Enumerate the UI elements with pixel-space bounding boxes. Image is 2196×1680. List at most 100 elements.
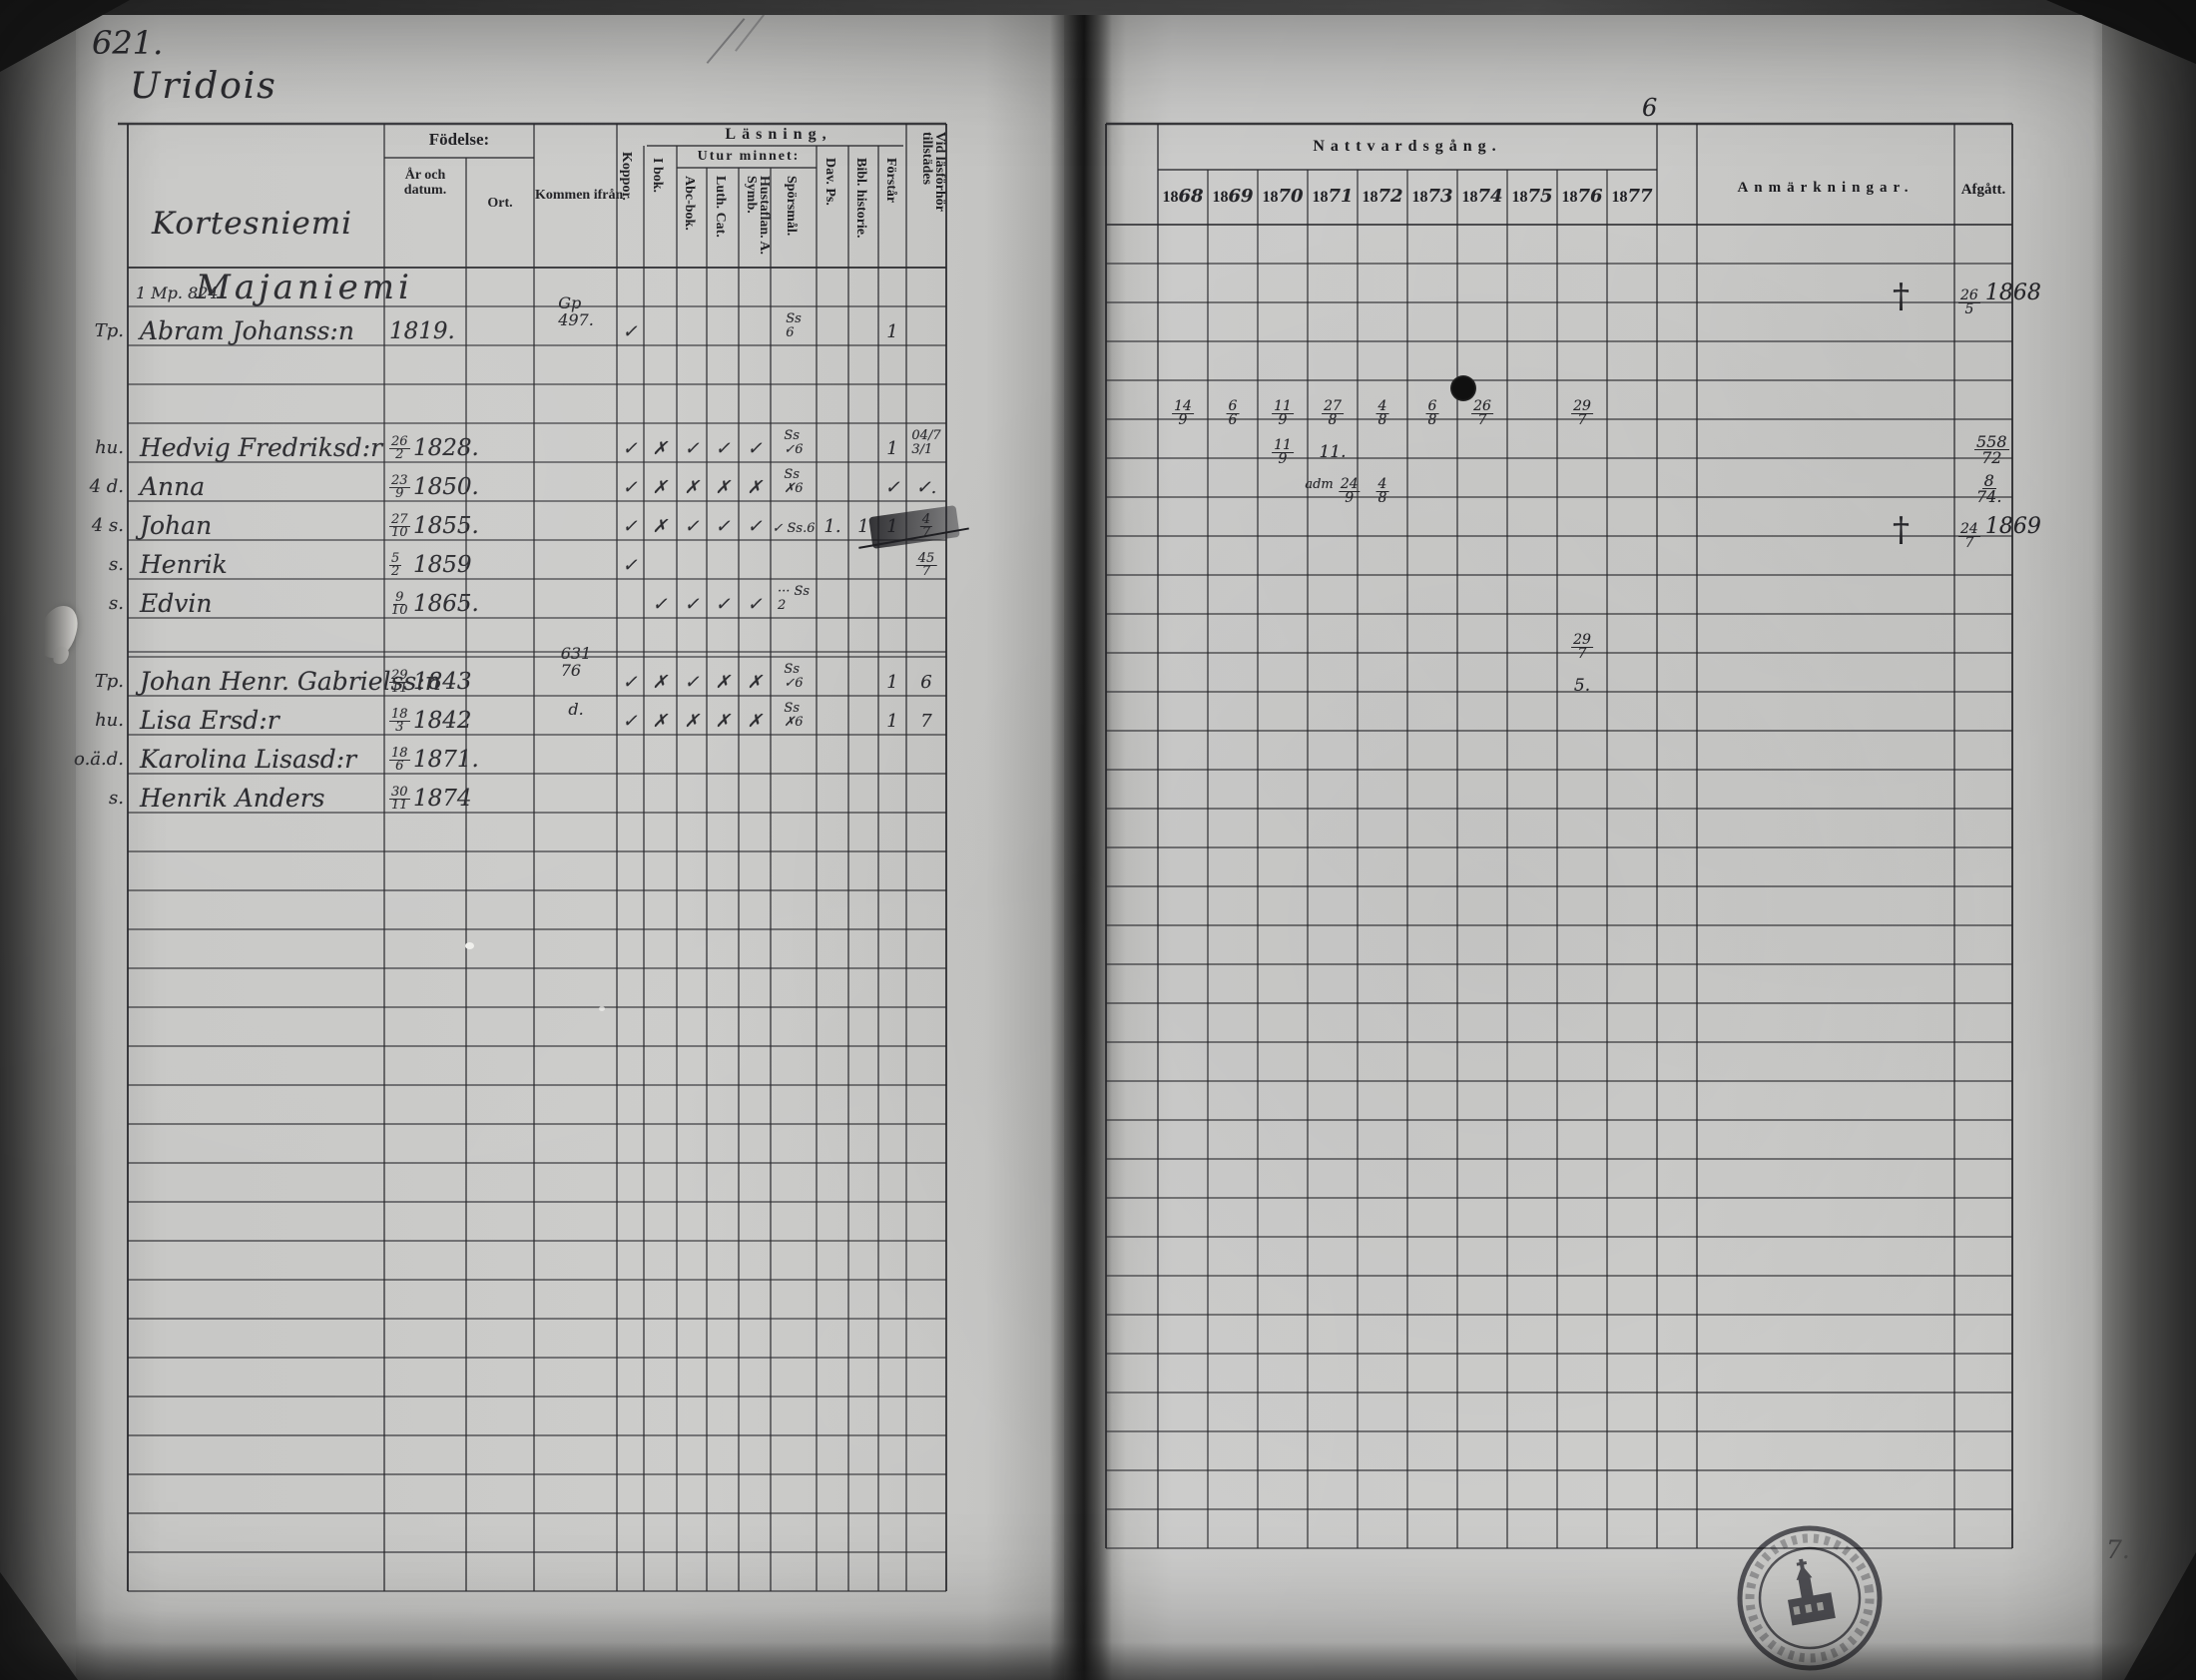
reading-mark-koppor: ✓ [622,516,638,537]
communion-date: 5. [1573,676,1591,696]
bible-history-column-header: Bibl. historie. [853,158,868,239]
reading-mark-forstar: ✓ [884,477,900,498]
member-relation-prefix: s. [109,788,124,809]
birth-year: 1842 [413,708,472,734]
reading-mark-forstar: 1 [886,672,898,693]
remarks-header: Anmärkningar. [1737,180,1915,196]
year-header: 1876 [1561,186,1603,207]
present-at-examination-column-header: Vid läsförhör tillstädes [919,132,947,212]
by-heart-header: Utur minnet: [697,149,801,164]
birth-date-fraction: 18 3 [389,707,410,736]
reading-mark-luth: ✗ [715,672,731,693]
birth-header: Födelse: [428,130,490,149]
communion-date: 29 7 [1571,398,1593,429]
member-name: Edvin [140,589,213,618]
household-number: 1 Mp. 824 [136,283,219,302]
communion-date: adm 24 9 [1305,476,1361,507]
reading-mark-hustaflan: ✓ [747,438,763,459]
reading-mark-hustaflan: ✗ [747,672,763,693]
stamp-ring-text [1745,1533,1875,1663]
reading-mark-luth: ✗ [715,711,731,732]
household-name: Majaniemi [196,268,413,307]
communion-date: 27 8 [1322,398,1344,429]
reading-mark-abc: ✓ [684,438,700,459]
year-annotation: 6 [1642,94,1658,122]
member-name: Karolina Lisasd:r [140,745,357,774]
member-name: Henrik Anders [140,784,325,813]
member-relation-prefix: s. [109,593,124,614]
abc-book-column-header: Abc-bok. [682,176,697,231]
reading-mark-hustaflan: ✓ [747,594,763,615]
member-relation-prefix: 4 d. [89,476,124,497]
reading-mark-sporsmal: Ss ✗6 [784,467,804,496]
reading-mark-koppor: ✓ [622,672,638,693]
reading-mark-abc: ✓ [684,516,700,537]
reading-mark-ibok: ✗ [652,477,668,498]
reading-mark-hustaflan: ✓ [747,516,763,537]
departed-entry: 8 74. [1976,471,2002,507]
reading-mark-sporsmal: ··· Ss 2 [777,584,811,613]
reading-mark-abc: ✗ [684,711,700,732]
reading-mark-forstar: 1 [886,711,898,732]
reading-mark-ibok: ✗ [652,672,668,693]
reading-mark-vid: 7 [920,711,932,732]
in-book-column-header: I bok. [650,158,665,194]
hole-punch-icon [1450,375,1476,401]
reading-mark-vid: ✓. [915,477,937,498]
reading-mark-koppor: ✓ [622,711,638,732]
reading-mark-vid: 6 [920,672,932,693]
birth-year: 1871. [413,747,479,773]
communion-date: 26 7 [1471,398,1493,429]
birth-year: 1850. [413,474,479,500]
reading-mark-koppor: ✓ [622,477,638,498]
member-name: Anna [140,472,206,501]
reading-mark-luth: ✗ [715,477,731,498]
departed-entry: 558 72 [1974,432,2009,468]
member-name: Johan [140,511,213,540]
birth-place-subheader: Ort. [487,196,513,211]
reading-mark-sporsmal: ✓ Ss.6 [772,521,816,536]
birth-year: 1843 [413,669,472,695]
communion-date: 14 9 [1172,398,1194,429]
reading-mark-ibok: ✗ [652,516,668,537]
year-header: 1872 [1362,186,1403,207]
member-relation-prefix: s. [109,554,124,575]
farm-name: Kortesniemi [152,206,353,242]
year-header: 1869 [1212,186,1254,207]
year-header: 1873 [1411,186,1453,207]
birth-year: 1855. [413,513,479,539]
year-header: 1877 [1611,186,1653,207]
communion-date: 11. [1319,442,1347,462]
paper-speck [599,1006,605,1011]
birth-year: 1865. [413,591,479,617]
departed-entry: 24 7 1869 [1958,514,2041,552]
arrived-from-header: Kommen ifrån [535,188,624,203]
death-cross-mark: † [1893,277,1910,316]
reading-mark-koppor: ✓ [622,321,638,342]
arrived-from-entry: d. [568,700,584,719]
left-page [76,14,1064,1680]
reading-mark-ibok: ✗ [652,711,668,732]
birth-year: 1859 [413,552,472,578]
reading-mark-forstar: 1 [886,438,898,459]
reading-mark-sporsmal: Ss ✓6 [784,662,804,691]
member-relation-prefix: 4 s. [91,515,124,536]
member-relation-prefix: hu. [95,437,124,458]
paper-speck [465,942,474,949]
luther-catechism-column-header: Luth. Cat. [713,176,728,238]
reading-mark-sporsmal: Ss ✓6 [784,428,804,457]
birth-year: 1874 [413,786,472,812]
reading-mark-ibok: ✗ [652,438,668,459]
arrived-from-entry: Gp 497. [558,293,594,329]
year-header: 1870 [1262,186,1304,207]
village-title: Uridois [130,66,277,107]
member-relation-prefix: Tp. [94,671,124,692]
communion-header: Nattvardsgång. [1313,138,1502,155]
communion-date: 11 9 [1272,398,1294,429]
member-name: Abram Johanss:n [140,316,354,345]
member-relation-prefix: o.ä.d. [74,749,124,770]
